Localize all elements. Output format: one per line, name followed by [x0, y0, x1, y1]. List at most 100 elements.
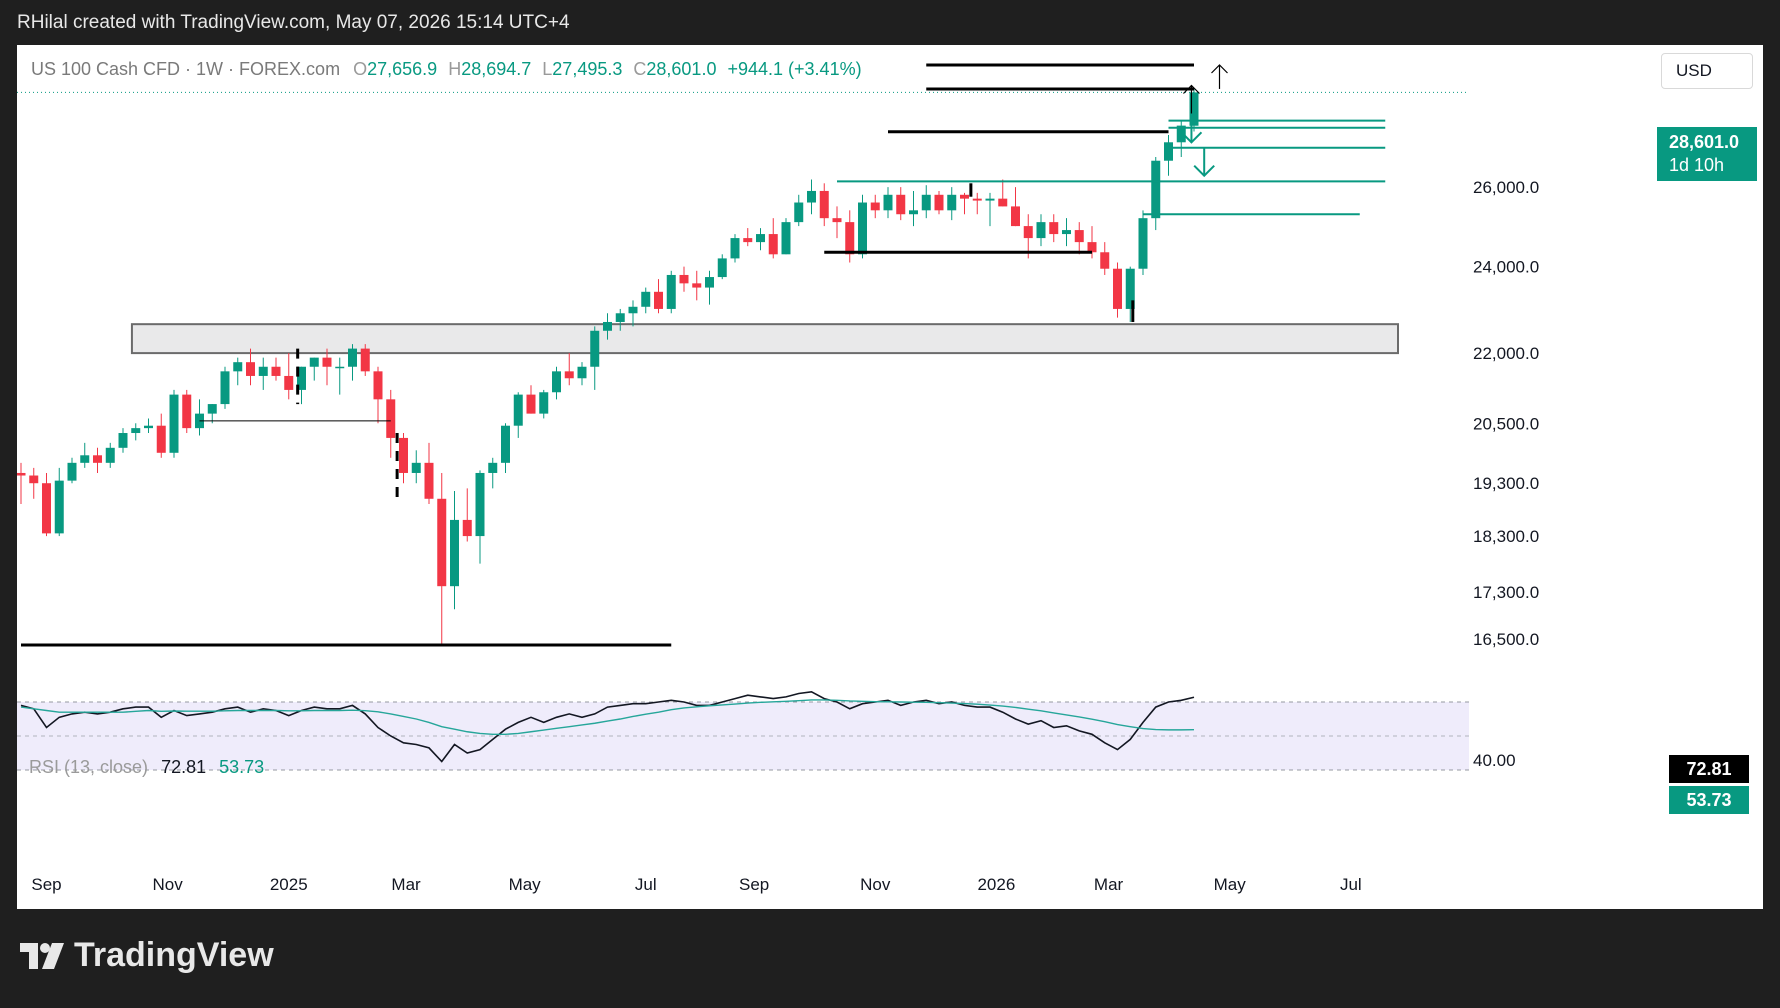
candle-body[interactable]: [896, 194, 906, 215]
candle-body[interactable]: [309, 357, 319, 367]
candle-body[interactable]: [233, 362, 243, 372]
candle-body[interactable]: [220, 371, 230, 405]
candle-body[interactable]: [513, 394, 523, 426]
candle-body[interactable]: [399, 437, 408, 473]
candle-body[interactable]: [348, 348, 357, 367]
candle-body[interactable]: [488, 462, 498, 473]
candle-body[interactable]: [832, 218, 842, 223]
candle-body[interactable]: [207, 404, 217, 414]
chart-frame[interactable]: 26,000.0 24,000.0 22,000.0 20,500.0 19,300.0…: [17, 45, 1763, 909]
candle-body[interactable]: [373, 371, 383, 400]
candle-body[interactable]: [80, 455, 90, 463]
candle-body[interactable]: [1074, 230, 1084, 243]
candle-body[interactable]: [577, 366, 587, 379]
candle-body[interactable]: [475, 472, 485, 537]
rsi-ma-line[interactable]: [20, 699, 1195, 735]
candle-body[interactable]: [182, 394, 192, 429]
candle-body[interactable]: [1100, 252, 1110, 269]
candle-body[interactable]: [921, 194, 931, 211]
candle-body[interactable]: [552, 371, 561, 393]
candle-body[interactable]: [450, 519, 459, 587]
candle-body[interactable]: [1049, 222, 1059, 235]
candle-body[interactable]: [960, 194, 969, 199]
candle-body[interactable]: [756, 234, 765, 243]
candle-body[interactable]: [322, 357, 332, 367]
candle-body[interactable]: [1023, 226, 1033, 239]
candle-body[interactable]: [1062, 230, 1071, 235]
candle-body[interactable]: [909, 210, 918, 215]
candle-body[interactable]: [42, 483, 51, 534]
candle-body[interactable]: [1151, 160, 1161, 219]
candle-body[interactable]: [297, 366, 306, 390]
candle-body[interactable]: [246, 362, 255, 376]
currency-button[interactable]: USD: [1661, 53, 1753, 89]
candle-body[interactable]: [118, 433, 128, 448]
candle-body[interactable]: [539, 392, 549, 414]
candle-body[interactable]: [883, 194, 893, 211]
candle-body[interactable]: [590, 330, 600, 367]
candle-body[interactable]: [1138, 218, 1148, 269]
candle-body[interactable]: [1164, 142, 1173, 161]
candle-body[interactable]: [998, 198, 1008, 207]
candle-body[interactable]: [743, 238, 753, 243]
candle-body[interactable]: [603, 321, 612, 331]
candle-body[interactable]: [258, 366, 268, 376]
rsi-legend[interactable]: RSI (13, close) 72.81 53.73: [29, 757, 264, 778]
candle-body[interactable]: [526, 394, 536, 414]
candle-body[interactable]: [1125, 268, 1135, 309]
candle-body[interactable]: [794, 202, 804, 223]
candle-body[interactable]: [156, 425, 166, 453]
candle-body[interactable]: [284, 375, 294, 390]
candle-body[interactable]: [768, 234, 778, 255]
candle-body[interactable]: [717, 258, 727, 278]
candle-body[interactable]: [335, 366, 345, 369]
candle-body[interactable]: [692, 283, 702, 288]
candle-body[interactable]: [845, 222, 855, 255]
candle-body[interactable]: [1011, 206, 1020, 227]
candle-body[interactable]: [1176, 125, 1186, 143]
candle-body[interactable]: [169, 394, 179, 453]
candle-body[interactable]: [985, 198, 995, 201]
candle-body[interactable]: [105, 447, 115, 463]
candle-body[interactable]: [934, 194, 944, 211]
candle-body[interactable]: [564, 371, 574, 379]
candle-body[interactable]: [615, 313, 625, 322]
candle-body[interactable]: [666, 274, 676, 309]
candle-body[interactable]: [462, 519, 472, 537]
candle-body[interactable]: [424, 462, 434, 499]
candle-body[interactable]: [271, 366, 281, 376]
candle-body[interactable]: [807, 190, 816, 203]
candle-body[interactable]: [1087, 242, 1097, 253]
tradingview-brand[interactable]: TradingView: [20, 936, 274, 975]
candle-body[interactable]: [819, 190, 829, 219]
candle-body[interactable]: [1113, 268, 1122, 309]
candle-body[interactable]: [501, 425, 510, 463]
candle-body[interactable]: [131, 428, 141, 434]
candle-body[interactable]: [730, 238, 740, 259]
candle-body[interactable]: [360, 348, 370, 372]
candle-body[interactable]: [386, 399, 396, 438]
candle-body[interactable]: [858, 202, 867, 255]
candle-body[interactable]: [972, 198, 982, 201]
price-chart-svg[interactable]: 26,000.0 24,000.0 22,000.0 20,500.0 19,300.0…: [17, 45, 1763, 909]
candle-body[interactable]: [781, 222, 791, 255]
candle-body[interactable]: [1189, 92, 1199, 126]
candle-body[interactable]: [29, 475, 39, 484]
candle-body[interactable]: [870, 202, 880, 211]
candle-body[interactable]: [54, 480, 64, 534]
candle-body[interactable]: [1036, 222, 1046, 239]
candle-body[interactable]: [67, 462, 77, 481]
candle-body[interactable]: [705, 277, 714, 288]
candle-body[interactable]: [679, 274, 689, 284]
candle-body[interactable]: [628, 306, 638, 314]
candle-body[interactable]: [437, 498, 447, 587]
candle-body[interactable]: [641, 291, 651, 307]
candle-body[interactable]: [654, 291, 663, 309]
resistance-zone-box[interactable]: [130, 323, 1399, 355]
candle-body[interactable]: [17, 472, 26, 476]
candle-body[interactable]: [947, 194, 957, 211]
candle-body[interactable]: [93, 455, 102, 463]
symbol-name[interactable]: US 100 Cash CFD · 1W · FOREX.com: [31, 59, 341, 79]
candle-body[interactable]: [144, 425, 153, 429]
candle-body[interactable]: [411, 462, 421, 473]
